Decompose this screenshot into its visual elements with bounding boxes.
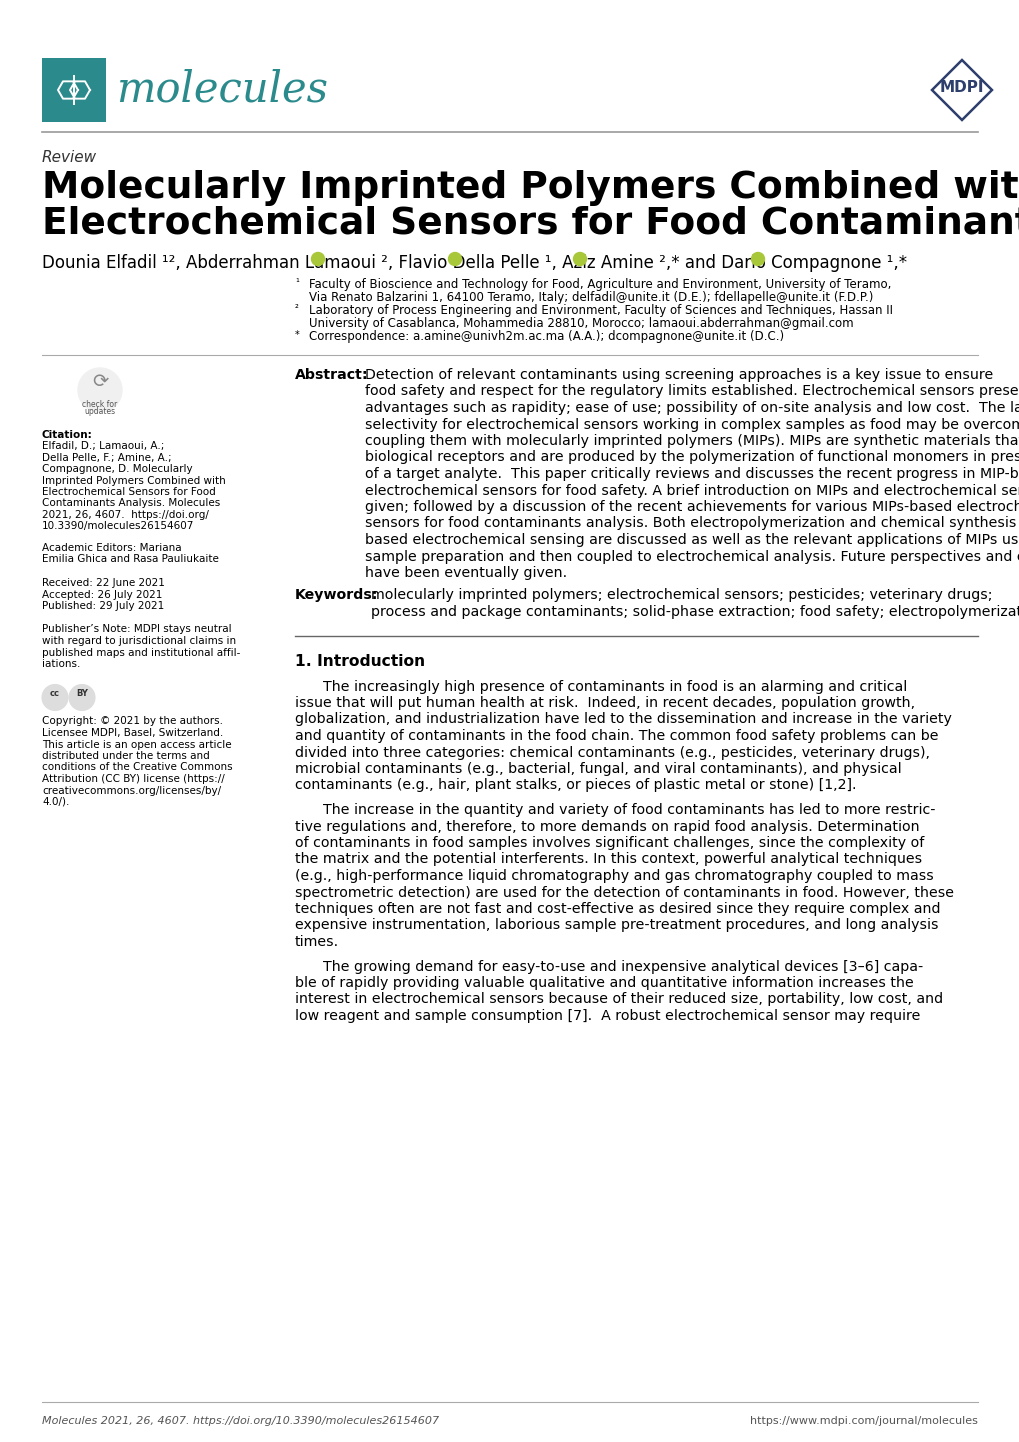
Text: Electrochemical Sensors for Food: Electrochemical Sensors for Food: [42, 487, 216, 497]
Text: published maps and institutional affil-: published maps and institutional affil-: [42, 647, 240, 658]
Text: have been eventually given.: have been eventually given.: [365, 567, 567, 580]
Text: 2021, 26, 4607.  https://doi.org/: 2021, 26, 4607. https://doi.org/: [42, 510, 209, 521]
Text: iD: iD: [576, 252, 583, 258]
Text: process and package contaminants; solid-phase extraction; food safety; electropo: process and package contaminants; solid-…: [371, 606, 1019, 619]
Text: iD: iD: [314, 252, 322, 258]
Text: creativecommons.org/licenses/by/: creativecommons.org/licenses/by/: [42, 786, 221, 796]
Text: BY: BY: [76, 689, 88, 698]
Text: The increase in the quantity and variety of food contaminants has led to more re: The increase in the quantity and variety…: [323, 803, 934, 818]
Text: spectrometric detection) are used for the detection of contaminants in food. How: spectrometric detection) are used for th…: [294, 885, 953, 900]
Text: with regard to jurisdictional claims in: with regard to jurisdictional claims in: [42, 636, 235, 646]
Text: Correspondence: a.amine@univh2m.ac.ma (A.A.); dcompagnone@unite.it (D.C.): Correspondence: a.amine@univh2m.ac.ma (A…: [309, 330, 784, 343]
Text: Abstract:: Abstract:: [294, 368, 368, 382]
Text: Faculty of Bioscience and Technology for Food, Agriculture and Environment, Univ: Faculty of Bioscience and Technology for…: [309, 278, 891, 291]
Text: biological receptors and are produced by the polymerization of functional monome: biological receptors and are produced by…: [365, 450, 1019, 464]
Text: issue that will put human health at risk.  Indeed, in recent decades, population: issue that will put human health at risk…: [294, 696, 914, 709]
Text: updates: updates: [85, 407, 115, 415]
Text: iD: iD: [450, 252, 459, 258]
Text: Detection of relevant contaminants using screening approaches is a key issue to : Detection of relevant contaminants using…: [365, 368, 993, 382]
Text: iations.: iations.: [42, 659, 81, 669]
Text: Molecules 2021, 26, 4607. https://doi.org/10.3390/molecules26154607: Molecules 2021, 26, 4607. https://doi.or…: [42, 1416, 439, 1426]
Text: 10.3390/molecules26154607: 10.3390/molecules26154607: [42, 522, 195, 532]
Text: *: *: [294, 330, 300, 340]
Text: Via Renato Balzarini 1, 64100 Teramo, Italy; delfadil@unite.it (D.E.); fdellapel: Via Renato Balzarini 1, 64100 Teramo, It…: [309, 291, 872, 304]
Text: Licensee MDPI, Basel, Switzerland.: Licensee MDPI, Basel, Switzerland.: [42, 728, 223, 738]
Text: sample preparation and then coupled to electrochemical analysis. Future perspect: sample preparation and then coupled to e…: [365, 549, 1019, 564]
Text: Review: Review: [42, 150, 97, 164]
Text: Copyright: © 2021 by the authors.: Copyright: © 2021 by the authors.: [42, 717, 223, 727]
Text: of a target analyte.  This paper critically reviews and discusses the recent pro: of a target analyte. This paper critical…: [365, 467, 1019, 482]
Text: Accepted: 26 July 2021: Accepted: 26 July 2021: [42, 590, 162, 600]
Text: ²: ²: [294, 304, 299, 314]
Text: tive regulations and, therefore, to more demands on rapid food analysis. Determi: tive regulations and, therefore, to more…: [294, 819, 919, 833]
Text: 4.0/).: 4.0/).: [42, 797, 69, 808]
Text: Elfadil, D.; Lamaoui, A.;: Elfadil, D.; Lamaoui, A.;: [42, 441, 164, 451]
Text: check for: check for: [83, 399, 117, 410]
Text: Attribution (CC BY) license (https://: Attribution (CC BY) license (https://: [42, 774, 224, 784]
Text: Received: 22 June 2021: Received: 22 June 2021: [42, 578, 165, 588]
Text: Contaminants Analysis. Molecules: Contaminants Analysis. Molecules: [42, 499, 220, 509]
Text: Published: 29 July 2021: Published: 29 July 2021: [42, 601, 164, 611]
Text: cc: cc: [50, 689, 60, 698]
Text: (e.g., high-performance liquid chromatography and gas chromatography coupled to : (e.g., high-performance liquid chromatog…: [294, 870, 932, 883]
Text: of contaminants in food samples involves significant challenges, since the compl: of contaminants in food samples involves…: [294, 836, 923, 849]
Text: Dounia Elfadil ¹², Abderrahman Lamaoui ², Flavio Della Pelle ¹, Aziz Amine ²,* a: Dounia Elfadil ¹², Abderrahman Lamaoui ²…: [42, 254, 906, 273]
Text: globalization, and industrialization have led to the dissemination and increase : globalization, and industrialization hav…: [294, 712, 951, 727]
Text: Academic Editors: Mariana: Academic Editors: Mariana: [42, 544, 181, 552]
Circle shape: [751, 252, 764, 265]
Text: MDPI: MDPI: [938, 79, 983, 95]
Circle shape: [77, 368, 122, 412]
Text: electrochemical sensors for food safety. A brief introduction on MIPs and electr: electrochemical sensors for food safety.…: [365, 483, 1019, 497]
Text: 1. Introduction: 1. Introduction: [294, 653, 425, 669]
FancyBboxPatch shape: [42, 58, 106, 123]
Text: selectivity for electrochemical sensors working in complex samples as food may b: selectivity for electrochemical sensors …: [365, 418, 1019, 431]
Text: https://www.mdpi.com/journal/molecules: https://www.mdpi.com/journal/molecules: [749, 1416, 977, 1426]
Text: Keywords:: Keywords:: [294, 588, 378, 603]
Text: ⟳: ⟳: [92, 372, 108, 391]
Text: contaminants (e.g., hair, plant stalks, or pieces of plastic metal or stone) [1,: contaminants (e.g., hair, plant stalks, …: [294, 779, 856, 793]
Text: microbial contaminants (e.g., bacterial, fungal, and viral contaminants), and ph: microbial contaminants (e.g., bacterial,…: [294, 761, 901, 776]
Text: and quantity of contaminants in the food chain. The common food safety problems : and quantity of contaminants in the food…: [294, 730, 937, 743]
Text: sensors for food contaminants analysis. Both electropolymerization and chemical : sensors for food contaminants analysis. …: [365, 516, 1019, 531]
Text: The growing demand for easy-to-use and inexpensive analytical devices [3–6] capa: The growing demand for easy-to-use and i…: [323, 959, 922, 973]
Text: This article is an open access article: This article is an open access article: [42, 740, 231, 750]
Text: Della Pelle, F.; Amine, A.;: Della Pelle, F.; Amine, A.;: [42, 453, 171, 463]
Text: Imprinted Polymers Combined with: Imprinted Polymers Combined with: [42, 476, 225, 486]
Text: Emilia Ghica and Rasa Pauliukaite: Emilia Ghica and Rasa Pauliukaite: [42, 555, 219, 564]
Text: low reagent and sample consumption [7].  A robust electrochemical sensor may req: low reagent and sample consumption [7]. …: [294, 1009, 919, 1022]
Text: the matrix and the potential interferents. In this context, powerful analytical : the matrix and the potential interferent…: [294, 852, 921, 867]
Text: advantages such as rapidity; ease of use; possibility of on-site analysis and lo: advantages such as rapidity; ease of use…: [365, 401, 1019, 415]
Circle shape: [42, 685, 68, 711]
Circle shape: [448, 252, 461, 265]
Text: Molecularly Imprinted Polymers Combined with: Molecularly Imprinted Polymers Combined …: [42, 170, 1019, 206]
Text: interest in electrochemical sensors because of their reduced size, portability, : interest in electrochemical sensors beca…: [294, 992, 943, 1007]
Text: distributed under the terms and: distributed under the terms and: [42, 751, 210, 761]
Text: techniques often are not fast and cost-effective as desired since they require c: techniques often are not fast and cost-e…: [294, 903, 940, 916]
Text: iD: iD: [753, 252, 761, 258]
Circle shape: [311, 252, 324, 265]
Text: conditions of the Creative Commons: conditions of the Creative Commons: [42, 763, 232, 773]
Text: expensive instrumentation, laborious sample pre-treatment procedures, and long a: expensive instrumentation, laborious sam…: [294, 919, 937, 933]
Text: Compagnone, D. Molecularly: Compagnone, D. Molecularly: [42, 464, 193, 474]
Text: ble of rapidly providing valuable qualitative and quantitative information incre: ble of rapidly providing valuable qualit…: [294, 976, 913, 991]
Text: based electrochemical sensing are discussed as well as the relevant applications: based electrochemical sensing are discus…: [365, 534, 1019, 547]
Text: given; followed by a discussion of the recent achievements for various MIPs-base: given; followed by a discussion of the r…: [365, 500, 1019, 513]
Text: food safety and respect for the regulatory limits established. Electrochemical s: food safety and respect for the regulato…: [365, 385, 1019, 398]
Text: molecules: molecules: [116, 68, 328, 110]
Circle shape: [69, 685, 95, 711]
Text: divided into three categories: chemical contaminants (e.g., pesticides, veterina: divided into three categories: chemical …: [294, 746, 929, 760]
Text: molecularly imprinted polymers; electrochemical sensors; pesticides; veterinary : molecularly imprinted polymers; electroc…: [371, 588, 991, 603]
Text: ¹: ¹: [294, 278, 299, 288]
Circle shape: [573, 252, 586, 265]
Text: coupling them with molecularly imprinted polymers (MIPs). MIPs are synthetic mat: coupling them with molecularly imprinted…: [365, 434, 1019, 448]
Text: times.: times.: [294, 934, 338, 949]
Text: The increasingly high presence of contaminants in food is an alarming and critic: The increasingly high presence of contam…: [323, 679, 906, 694]
Text: Citation:: Citation:: [42, 430, 93, 440]
Text: Laboratory of Process Engineering and Environment, Faculty of Sciences and Techn: Laboratory of Process Engineering and En…: [309, 304, 892, 317]
Text: Publisher’s Note: MDPI stays neutral: Publisher’s Note: MDPI stays neutral: [42, 624, 231, 634]
Text: Electrochemical Sensors for Food Contaminants Analysis: Electrochemical Sensors for Food Contami…: [42, 206, 1019, 242]
Text: University of Casablanca, Mohammedia 28810, Morocco; lamaoui.abderrahman@gmail.c: University of Casablanca, Mohammedia 288…: [309, 317, 853, 330]
